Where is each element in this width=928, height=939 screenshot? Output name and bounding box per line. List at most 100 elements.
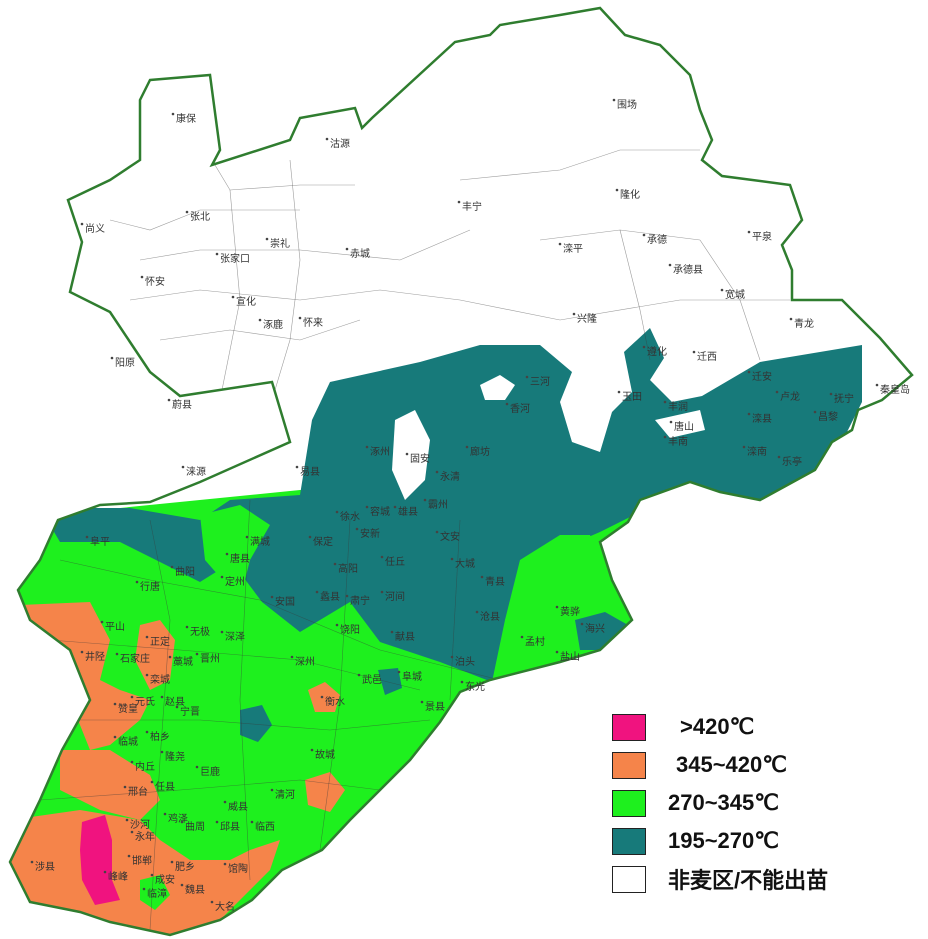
county-seat-dot [405, 452, 409, 456]
place-label: 黄骅 [560, 605, 580, 618]
county-seat-dot [258, 318, 262, 322]
place-label: 张北 [190, 211, 210, 223]
county-seat-dot [789, 317, 793, 321]
county-seat-dot [345, 247, 349, 251]
green-zone [140, 875, 170, 910]
legend-item-non-wheat: 非麦区/不能出苗 [612, 860, 828, 898]
place-label: 康保 [176, 112, 196, 125]
county-seat-dot [580, 622, 584, 626]
county-seat-dot [450, 655, 454, 659]
county-seat-dot [145, 730, 149, 734]
county-seat-dot [195, 652, 199, 656]
district-boundary [59, 559, 501, 681]
county-seat-dot [612, 98, 616, 102]
county-seat-dot [668, 263, 672, 267]
county-seat-dot [747, 412, 751, 416]
place-label: 遵化 [647, 345, 667, 358]
county-seat-dot [813, 410, 817, 414]
place-label: 涞源 [186, 465, 206, 478]
place-label: 赞皇 [118, 702, 138, 715]
county-seat-dot [555, 605, 559, 609]
place-label: 威县 [228, 800, 248, 813]
district-boundary [149, 519, 171, 931]
place-label: 元氏 [135, 696, 155, 708]
county-seat-dot [110, 356, 114, 360]
county-seat-dot [85, 535, 89, 539]
place-label: 蔚县 [172, 399, 192, 411]
county-seat-dot [335, 623, 339, 627]
county-seat-dot [450, 557, 454, 561]
magenta-zone [80, 815, 120, 905]
place-label: 赵县 [165, 695, 185, 708]
county-seat-dot [365, 505, 369, 509]
non-wheat-hole [655, 410, 705, 438]
county-seat-dot [572, 312, 576, 316]
county-seat-dot [457, 200, 461, 204]
county-seat-dot [223, 800, 227, 804]
county-seat-dot [320, 695, 324, 699]
place-label: 廊坊 [470, 445, 490, 458]
place-label: 藁城 [173, 655, 193, 668]
place-label: 临西 [255, 820, 275, 833]
teal-zone [240, 705, 272, 742]
place-label: 邢台 [128, 785, 148, 798]
county-seat-dot [163, 812, 167, 816]
place-label: 丰南 [668, 435, 688, 448]
district-boundary [129, 289, 790, 321]
county-seat-dot [335, 510, 339, 514]
county-seat-dot [160, 750, 164, 754]
county-seat-dot [245, 535, 249, 539]
county-seat-dot [460, 680, 464, 684]
province-outline [8, 6, 914, 937]
county-seat-dot [80, 222, 84, 226]
place-label: 三河 [530, 376, 550, 388]
place-label: 围场 [617, 98, 637, 111]
county-seat-dot [357, 673, 361, 677]
county-seat-dot [103, 870, 107, 874]
legend-item-gt420: >420℃ [612, 708, 828, 746]
place-label: 沙河 [130, 819, 150, 831]
county-seat-dot [520, 635, 524, 639]
county-seat-dot [250, 820, 254, 824]
county-seat-dot [80, 650, 84, 654]
place-label: 滦南 [747, 445, 767, 458]
place-label: 盐山 [560, 650, 580, 663]
county-seat-dot [100, 620, 104, 624]
place-label: 饶阳 [340, 623, 360, 636]
county-seat-dot [265, 237, 269, 241]
place-label: 承德县 [673, 263, 703, 276]
county-seat-dot [130, 760, 134, 764]
county-seat-dot [475, 610, 479, 614]
legend-swatch [612, 789, 646, 817]
place-label: 行唐 [140, 580, 160, 593]
legend-label: 345~420℃ [676, 752, 787, 777]
place-label: 安国 [275, 595, 295, 608]
legend-label: 非麦区/不能出苗 [668, 868, 829, 893]
county-seat-dot [125, 818, 129, 822]
county-seat-dot [270, 595, 274, 599]
district-boundary [449, 519, 461, 701]
place-label: 唐山 [674, 420, 694, 433]
county-seat-dot [775, 390, 779, 394]
place-label: 柏乡 [150, 730, 170, 743]
place-label: 迁西 [697, 351, 717, 363]
place-label: 任县 [155, 780, 175, 793]
place-label: 平泉 [752, 230, 772, 243]
district-boundary [699, 239, 761, 361]
county-seat-dot [390, 630, 394, 634]
place-label: 涉县 [35, 860, 55, 873]
place-label: 秦皇岛 [880, 383, 910, 396]
county-seat-dot [525, 375, 529, 379]
county-seat-dot [345, 594, 349, 598]
place-label: 深州 [295, 656, 315, 668]
county-seat-dot [720, 288, 724, 292]
county-seat-dot [181, 465, 185, 469]
county-seat-dot [127, 854, 131, 858]
county-seat-dot [298, 316, 302, 320]
place-label: 景县 [425, 701, 445, 713]
district-boundary [219, 189, 241, 401]
place-label: 徐水 [340, 510, 360, 523]
place-label: 迁安 [752, 370, 772, 383]
orange-zone [10, 810, 280, 935]
place-label: 隆尧 [165, 750, 185, 763]
